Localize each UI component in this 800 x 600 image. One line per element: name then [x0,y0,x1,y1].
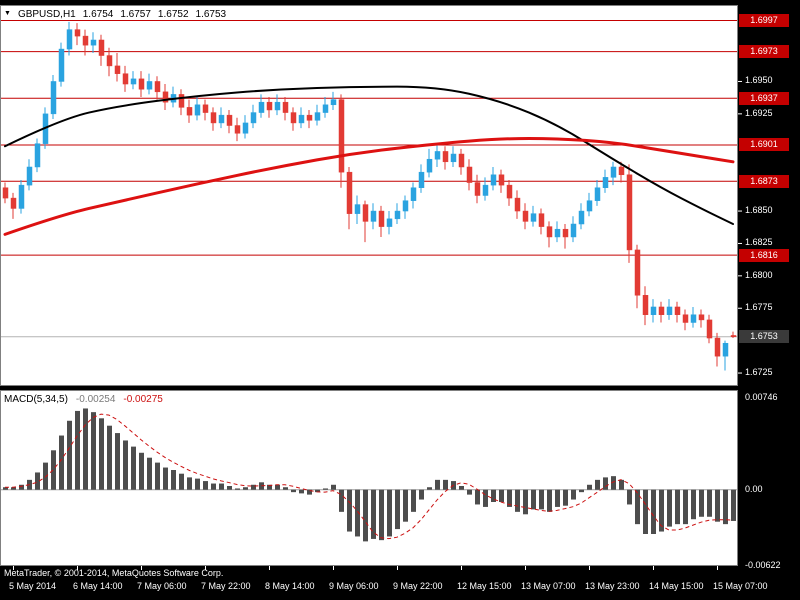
price-tick-label: 1.6800 [745,269,773,280]
date-tick-mark [589,566,590,570]
moving-average-lines [3,85,735,236]
macd-tick-label: -0.00622 [745,560,781,571]
level-price-badge: 1.6973 [739,45,789,59]
ohlc-close-value: 1.6753 [195,8,227,20]
level-price-badge: 1.6816 [739,248,789,262]
date-label: 6 May 14:00 [73,581,123,591]
ohlc-open-value: 1.6754 [82,8,114,20]
date-label: 7 May 06:00 [137,581,187,591]
date-tick-mark [205,566,206,570]
date-label: 14 May 15:00 [649,581,704,591]
date-label: 5 May 2014 [9,581,57,591]
macd-value: -0.00254 [75,394,116,405]
date-tick-mark [525,566,526,570]
date-label: 9 May 22:00 [393,581,443,591]
symbol-timeframe-label: GBPUSD,H1 [17,8,76,20]
date-label: 13 May 23:00 [585,581,640,591]
level-price-badge: 1.6937 [739,91,789,105]
date-label: 7 May 22:00 [201,581,251,591]
date-tick-mark [461,566,462,570]
level-price-badge: 1.6873 [739,174,789,188]
macd-tick-label: 0.00746 [745,391,778,402]
level-price-badge: 1.6997 [739,14,789,28]
macd-histogram [3,408,736,542]
date-tick-mark [653,566,654,570]
level-price-badge: 1.6901 [739,138,789,152]
price-tick-label: 1.6825 [745,237,773,248]
chart-header: ▼ GBPUSD,H1 1.6754 1.6757 1.6752 1.6753 [4,8,226,20]
price-tick-label: 1.6725 [745,367,773,378]
panel-backgrounds [0,5,738,566]
date-label: 12 May 15:00 [457,581,512,591]
price-tick-label: 1.6950 [745,75,773,86]
price-axis-strip[interactable]: 1.6950 1.6925 1.6850 1.6825 1.6800 1.6775 1.67… [738,0,800,600]
date-tick-mark [269,566,270,570]
date-label: 15 May 07:00 [713,581,768,591]
macd-indicator-name: MACD(5,34,5) [4,394,68,405]
price-tick-label: 1.6850 [745,205,773,216]
ohlc-high-value: 1.6757 [120,8,151,20]
price-tick-label: 1.6925 [745,107,773,118]
date-tick-mark [333,566,334,570]
axis-tick-marks [738,80,742,374]
level-lines [1,20,737,256]
macd-signal-line [5,413,734,540]
date-label: 9 May 06:00 [329,581,379,591]
date-tick-mark [77,566,78,570]
date-label: 13 May 07:00 [521,581,576,591]
date-tick-mark [717,566,718,570]
candles [2,21,737,371]
macd-signal-value: -0.00275 [123,394,163,405]
chart-dropdown-arrow-icon[interactable]: ▼ [4,10,11,17]
macd-indicator-header: MACD(5,34,5) -0.00254 -0.00275 [4,394,163,405]
date-tick-mark [397,566,398,570]
price-tick-label: 1.6775 [745,302,773,313]
macd-tick-label: 0.00 [745,483,763,494]
ohlc-low-value: 1.6752 [157,8,189,20]
time-axis-strip[interactable]: MetaTrader, © 2001-2014, MetaQuotes Soft… [0,566,800,600]
copyright-label: MetaTrader, © 2001-2014, MetaQuotes Soft… [4,568,224,578]
current-price-badge: 1.6753 [739,330,789,344]
date-tick-mark [13,566,14,570]
date-tick-mark [141,566,142,570]
date-label: 8 May 14:00 [265,581,315,591]
